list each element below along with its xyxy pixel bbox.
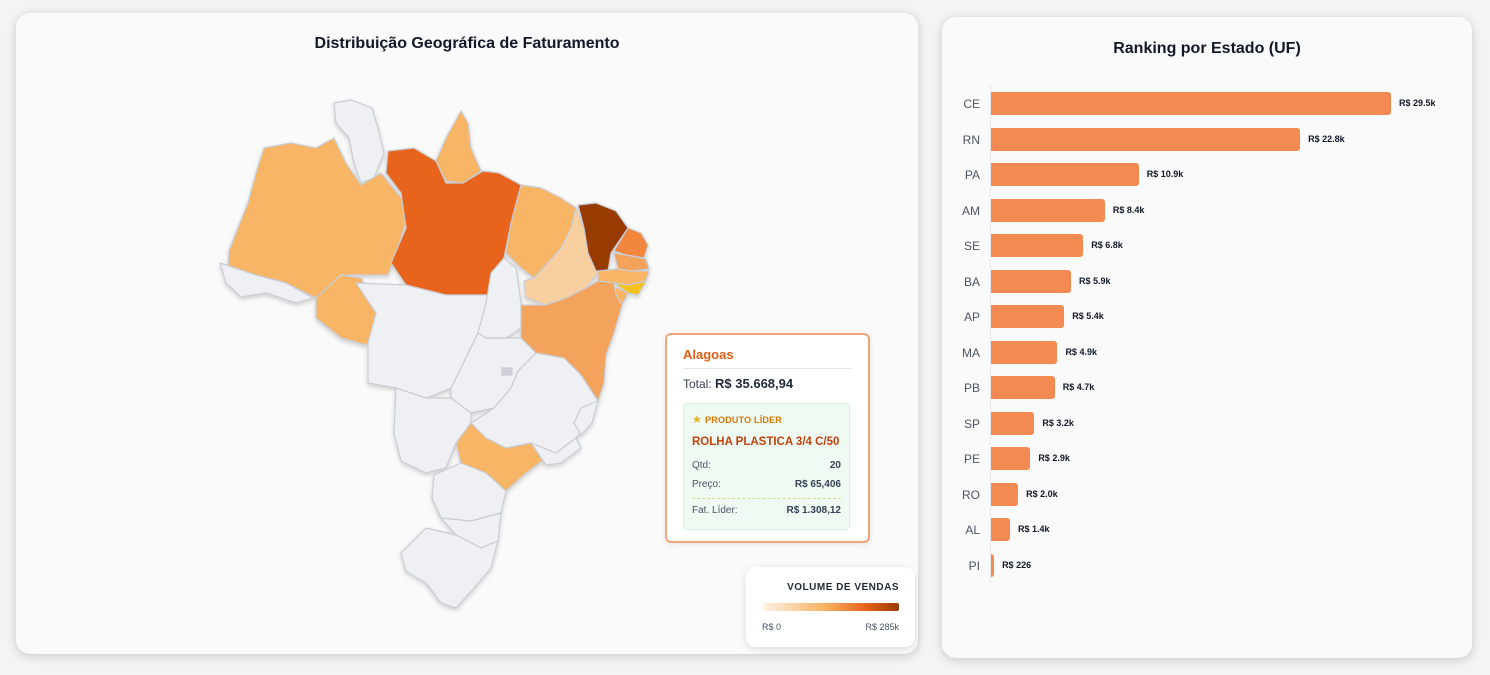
leader-price-label: Preço: (692, 479, 721, 490)
brazil-map (219, 99, 650, 609)
star-icon: ★ (692, 414, 703, 426)
ranking-bar[interactable] (991, 92, 1391, 115)
ranking-bar[interactable] (991, 234, 1084, 257)
leader-qty-label: Qtd: (692, 460, 711, 471)
map-card: Distribuição Geográfica de Faturamento (16, 13, 918, 654)
legend-title: VOLUME DE VENDAS (787, 582, 899, 593)
ranking-row[interactable]: CE R$ 29.5k (942, 92, 1472, 116)
ranking-row[interactable]: AP R$ 5.4k (942, 305, 1472, 329)
ranking-uf-label: PI (968, 558, 980, 573)
ranking-uf-label: PA (964, 168, 980, 182)
ranking-bar[interactable] (991, 482, 1019, 506)
ranking-uf-label: SP (963, 416, 980, 431)
ranking-uf-label: PB (963, 381, 980, 395)
ranking-uf-label: AP (963, 310, 980, 324)
ranking-title: Ranking por Estado (UF) (1113, 40, 1301, 57)
ranking-value-label: R$ 226 (1002, 559, 1032, 570)
ranking-row[interactable]: MA R$ 4.9k (942, 340, 1472, 365)
map-legend: VOLUME DE VENDAS R$ 0 R$ 285k (746, 567, 915, 647)
tooltip-total-label: Total: (683, 377, 712, 391)
leader-revenue-row: Fat. Líder: R$ 1.308,12 (692, 505, 841, 516)
state-ce[interactable] (577, 202, 629, 272)
ranking-value-label: R$ 5.4k (1072, 311, 1104, 321)
state-rs[interactable] (400, 527, 499, 609)
ranking-value-label: R$ 2.0k (1026, 488, 1058, 499)
ranking-bar[interactable] (991, 269, 1071, 293)
legend-max: R$ 285k (865, 622, 899, 632)
state-rj[interactable] (530, 437, 582, 466)
ranking-value-label: R$ 5.9k (1079, 275, 1111, 286)
ranking-bar[interactable] (991, 518, 1010, 541)
ranking-row[interactable]: PI R$ 226 (942, 553, 1472, 578)
ranking-row[interactable]: AM R$ 8.4k (942, 198, 1472, 223)
leader-price-row: Preço: R$ 65,406 (692, 479, 841, 490)
state-tooltip: Alagoas Total: R$ 35.668,94 ★ PRODUTO LÍD… (665, 333, 870, 543)
ranking-axis (990, 85, 991, 583)
ranking-bar[interactable] (991, 553, 995, 577)
leader-heading: ★ PRODUTO LÍDER (692, 413, 782, 426)
ranking-uf-label: AL (965, 523, 980, 537)
ranking-row[interactable]: PE R$ 2.9k (942, 447, 1472, 471)
ranking-bar[interactable] (991, 447, 1031, 470)
state-ap[interactable] (435, 110, 482, 184)
leader-product-name: ROLHA PLASTICA 3/4 C/50 (692, 436, 840, 448)
ranking-bar[interactable] (991, 340, 1058, 364)
ranking-bar[interactable] (991, 411, 1035, 435)
ranking-bar[interactable] (991, 163, 1139, 186)
ranking-row[interactable]: PA R$ 10.9k (942, 163, 1472, 187)
leader-revenue-value: R$ 1.308,12 (786, 505, 842, 516)
leader-divider (692, 498, 841, 499)
ranking-value-label: R$ 10.9k (1146, 169, 1184, 179)
ranking-uf-label: MA (962, 345, 980, 360)
leader-heading-text: PRODUTO LÍDER (705, 415, 783, 425)
ranking-value-label: R$ 4.9k (1065, 346, 1097, 357)
ranking-value-label: R$ 8.4k (1112, 204, 1145, 215)
ranking-bar[interactable] (991, 305, 1065, 328)
legend-gradient (762, 603, 899, 611)
ranking-bar[interactable] (991, 376, 1055, 399)
ranking-value-label: R$ 22.8k (1308, 133, 1345, 144)
state-am[interactable] (227, 137, 410, 299)
map-title: Distribuição Geográfica de Faturamento (314, 35, 620, 52)
ranking-row[interactable]: RO R$ 2.0k (942, 482, 1472, 507)
state-ac[interactable] (219, 262, 314, 304)
ranking-row[interactable]: RN R$ 22.8k (942, 127, 1472, 152)
tooltip-total-value: R$ 35.668,94 (715, 376, 794, 391)
tooltip-total: Total: R$ 35.668,94 (683, 376, 793, 391)
ranking-uf-label: BA (963, 274, 980, 289)
ranking-uf-label: RN (962, 132, 980, 147)
ranking-bar[interactable] (991, 127, 1301, 151)
ranking-row[interactable]: BA R$ 5.9k (942, 269, 1472, 294)
ranking-value-label: R$ 3.2k (1042, 417, 1074, 428)
leader-qty-value: 20 (829, 460, 841, 471)
ranking-bar[interactable] (991, 198, 1105, 222)
ranking-row[interactable]: AL R$ 1.4k (942, 518, 1472, 542)
leader-price-value: R$ 65,406 (794, 479, 841, 490)
ranking-uf-label: CE (963, 97, 980, 111)
ranking-uf-label: AM (962, 203, 980, 218)
ranking-row[interactable]: SP R$ 3.2k (942, 411, 1472, 436)
tooltip-divider (683, 368, 852, 369)
ranking-value-label: R$ 29.5k (1399, 98, 1436, 108)
ranking-value-label: R$ 2.9k (1038, 453, 1070, 463)
state-df[interactable] (501, 367, 513, 376)
ranking-row[interactable]: PB R$ 4.7k (942, 376, 1472, 400)
state-es[interactable] (573, 400, 599, 436)
ranking-value-label: R$ 1.4k (1017, 524, 1050, 534)
legend-min: R$ 0 (762, 622, 782, 632)
ranking-row[interactable]: SE R$ 6.8k (942, 234, 1472, 258)
leader-qty-row: Qtd: 20 (692, 460, 841, 471)
ranking-value-label: R$ 4.7k (1062, 382, 1095, 392)
ranking-uf-label: PE (963, 452, 980, 466)
ranking-uf-label: SE (963, 239, 980, 253)
leader-revenue-label: Fat. Líder: (692, 505, 738, 516)
leader-product-box: ★ PRODUTO LÍDER ROLHA PLASTICA 3/4 C/50 Q… (683, 403, 850, 530)
tooltip-state-name: Alagoas (683, 347, 734, 362)
ranking-value-label: R$ 6.8k (1091, 240, 1123, 250)
ranking-uf-label: RO (962, 487, 980, 502)
ranking-card: Ranking por Estado (UF) CE R$ 29.5k RN R$ 2… (942, 17, 1472, 658)
